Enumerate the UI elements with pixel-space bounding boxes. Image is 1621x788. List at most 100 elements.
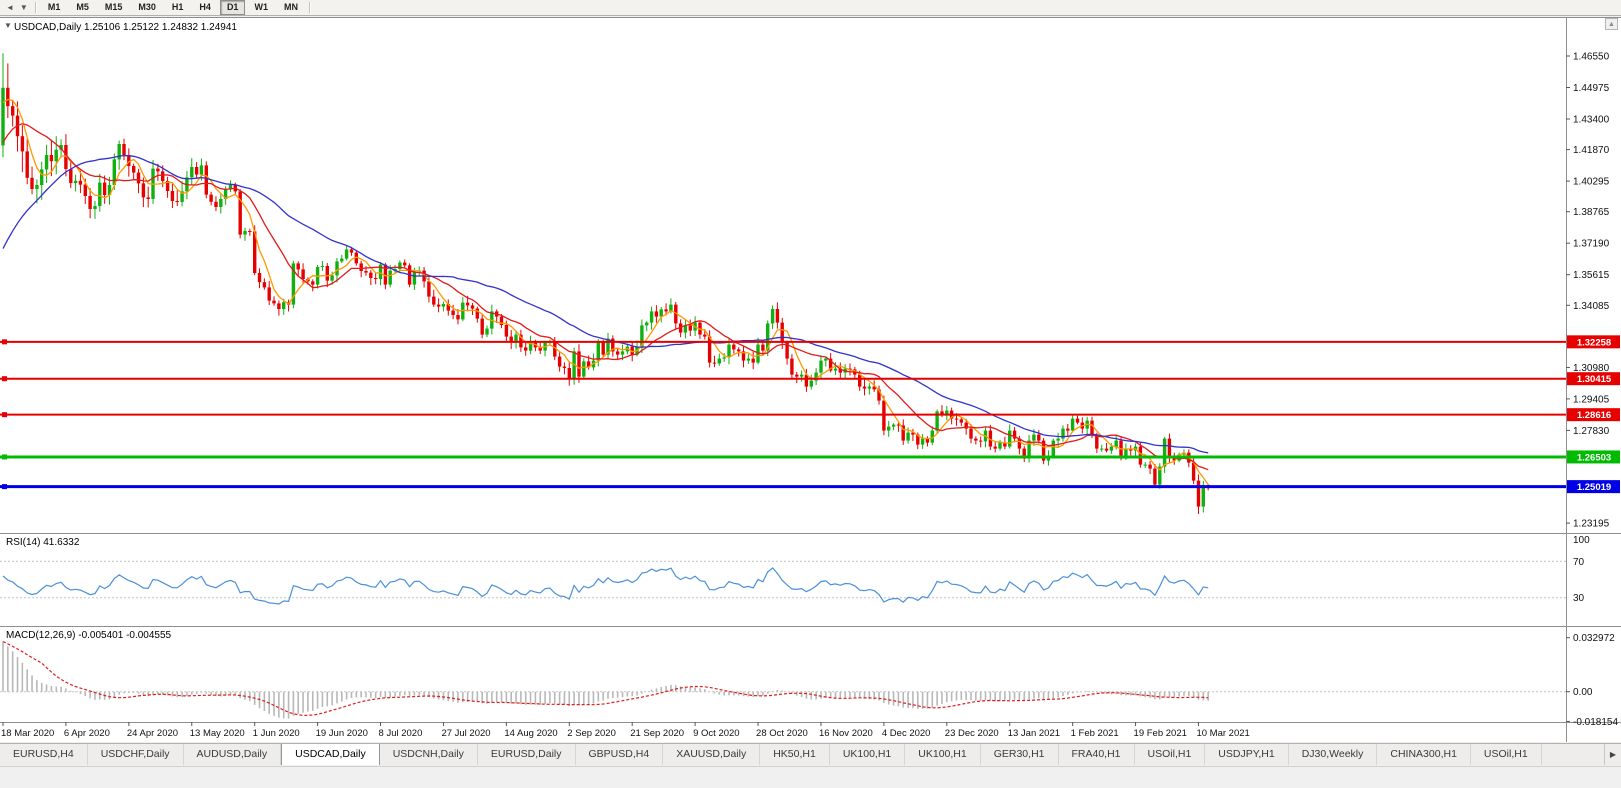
chart-tab-china300-h1[interactable]: CHINA300,H1: [1377, 744, 1471, 765]
svg-text:1.30415: 1.30415: [1577, 374, 1612, 385]
svg-text:1.27830: 1.27830: [1573, 426, 1610, 437]
timeframe-w1-button[interactable]: W1: [254, 2, 268, 12]
chart-tab-usoil-h1[interactable]: USOil,H1: [1135, 744, 1206, 765]
line-handle: [2, 412, 7, 418]
svg-text:21 Sep 2020: 21 Sep 2020: [630, 728, 684, 739]
chart-canvas[interactable]: 1.46550 1.44975 1.43400 1.41870 1.40295 1.387…: [0, 0, 1621, 743]
svg-text:0.00: 0.00: [1573, 687, 1593, 698]
chart-tab-usdjpy-h1[interactable]: USDJPY,H1: [1205, 744, 1289, 765]
price-badge: [1567, 335, 1620, 349]
svg-text:8 Jul 2020: 8 Jul 2020: [379, 728, 423, 739]
svg-text:1.40295: 1.40295: [1573, 177, 1610, 188]
svg-text:24 Apr 2020: 24 Apr 2020: [127, 728, 178, 739]
status-bar: [0, 766, 1621, 788]
svg-text:1.28616: 1.28616: [1577, 410, 1611, 421]
chart-ohlc-quote: 1.25106 1.25122 1.24832 1.24941: [84, 22, 237, 33]
chart-tab-gbpusd-h4[interactable]: GBPUSD,H4: [576, 744, 664, 765]
svg-text:23 Dec 2020: 23 Dec 2020: [945, 728, 999, 739]
rsi-indicator-label: RSI(14) 41.6332: [6, 537, 79, 548]
chart-tab-usdcnh-daily[interactable]: USDCNH,Daily: [380, 744, 478, 765]
horizontal-lines[interactable]: 1.32258 1.30415 1.28616 1.26503 1.25019: [0, 335, 1620, 494]
timeframe-m30-button[interactable]: M30: [138, 2, 156, 12]
timeframe-m1-button[interactable]: M1: [47, 2, 61, 12]
chart-symbol-label: USDCAD,Daily: [14, 22, 82, 33]
svg-text:1.34085: 1.34085: [1573, 301, 1610, 312]
chart-tab-eurusd-daily[interactable]: EURUSD,Daily: [478, 744, 576, 765]
svg-text:1.46550: 1.46550: [1573, 52, 1610, 63]
line-handle: [2, 454, 7, 460]
svg-text:1.44975: 1.44975: [1573, 83, 1610, 94]
scroll-up-button[interactable]: ▲: [1605, 18, 1618, 30]
svg-text:19 Jun 2020: 19 Jun 2020: [316, 728, 368, 739]
svg-text:1.32258: 1.32258: [1577, 337, 1611, 348]
tab-scroll-right-button[interactable]: ▶: [1604, 744, 1621, 765]
timeframe-toolbar: ◄ ▼ M1 M5 M15 M30 H1 H4 D1 W1 MN: [0, 0, 1621, 16]
toolbar-back-icon[interactable]: ◄: [6, 2, 14, 12]
svg-text:18 Mar 2020: 18 Mar 2020: [1, 728, 54, 739]
chart-tab-dj30-weekly[interactable]: DJ30,Weekly: [1289, 744, 1378, 765]
svg-text:1.29405: 1.29405: [1573, 394, 1610, 405]
svg-text:1.41870: 1.41870: [1573, 145, 1610, 156]
chart-tab-audusd-daily[interactable]: AUDUSD,Daily: [184, 744, 282, 765]
chart-tab-fra40-h1[interactable]: FRA40,H1: [1059, 744, 1135, 765]
svg-text:6 Apr 2020: 6 Apr 2020: [64, 728, 110, 739]
timeframe-d1-button[interactable]: D1: [219, 0, 246, 15]
timeframe-h1-button[interactable]: H1: [171, 2, 184, 12]
svg-text:30: 30: [1573, 593, 1585, 604]
chart-tab-usdcad-daily[interactable]: USDCAD,Daily: [281, 744, 380, 765]
chart-tab-usoil-h1[interactable]: USOil,H1: [1471, 744, 1542, 765]
chart-tab-bar: EURUSD,H4 USDCHF,Daily AUDUSD,Daily USDCAD,…: [0, 743, 1621, 765]
svg-text:16 Nov 2020: 16 Nov 2020: [819, 728, 873, 739]
rsi-line: [2, 567, 1209, 605]
chart-tab-xauusd-daily[interactable]: XAUUSD,Daily: [663, 744, 761, 765]
macd-signal-line: [2, 640, 1209, 717]
svg-text:100: 100: [1573, 535, 1590, 546]
svg-text:1.35615: 1.35615: [1573, 270, 1610, 281]
macd-indicator-label: MACD(12,26,9) -0.005401 -0.004555: [6, 630, 171, 641]
svg-text:28 Oct 2020: 28 Oct 2020: [756, 728, 808, 739]
svg-text:70: 70: [1573, 557, 1585, 568]
macd-name: MACD(12,26,9): [6, 630, 76, 641]
timeframe-mn-button[interactable]: MN: [283, 2, 298, 12]
svg-text:1.23195: 1.23195: [1573, 519, 1610, 530]
svg-text:1 Feb 2021: 1 Feb 2021: [1071, 728, 1119, 739]
price-badge: [1567, 372, 1620, 386]
svg-text:1.43400: 1.43400: [1573, 115, 1610, 126]
timeframe-buttons: M1 M5 M15 M30 H1 H4 D1 W1 MN: [41, 0, 305, 15]
chart-tab-ger30-h1[interactable]: GER30,H1: [981, 744, 1059, 765]
chart-title: USDCAD,Daily 1.25106 1.25122 1.24832 1.2…: [14, 22, 237, 33]
rsi-name: RSI(14): [6, 537, 41, 548]
svg-text:19 Feb 2021: 19 Feb 2021: [1134, 728, 1187, 739]
ma-slow-line: [2, 154, 1209, 454]
svg-text:14 Aug 2020: 14 Aug 2020: [504, 728, 557, 739]
svg-text:1 Jun 2020: 1 Jun 2020: [253, 728, 300, 739]
svg-text:-0.018154: -0.018154: [1573, 717, 1618, 728]
ma-mid-line: [2, 123, 1209, 471]
timeframe-m5-button[interactable]: M5: [76, 2, 89, 12]
svg-text:1.26503: 1.26503: [1577, 452, 1611, 463]
line-handle: [2, 484, 7, 490]
one-click-trading-toggle-icon[interactable]: ▼: [4, 21, 12, 30]
svg-text:27 Jul 2020: 27 Jul 2020: [441, 728, 490, 739]
chart-tab-hk50-h1[interactable]: HK50,H1: [760, 744, 830, 765]
svg-text:1.30980: 1.30980: [1573, 363, 1610, 374]
rsi-value: 41.6332: [43, 537, 80, 548]
chart-tab-uk100-h1[interactable]: UK100,H1: [830, 744, 906, 765]
toolbar-dropdown-icon[interactable]: ▼: [19, 2, 28, 12]
price-badge: [1567, 408, 1620, 422]
macd-values: -0.005401 -0.004555: [78, 630, 172, 641]
timeframe-h4-button[interactable]: H4: [199, 2, 211, 12]
price-axis[interactable]: 1.46550 1.44975 1.43400 1.41870 1.40295 1.387…: [1566, 52, 1610, 530]
rsi-panel: 100 70 30: [0, 535, 1590, 605]
chart-tab-usdchf-daily[interactable]: USDCHF,Daily: [88, 744, 184, 765]
price-badge: [1567, 450, 1620, 464]
ma-fast-line: [2, 98, 1209, 485]
toolbar-separator-2: [308, 2, 311, 13]
svg-text:1.38765: 1.38765: [1573, 207, 1610, 218]
chart-tab-eurusd-h4[interactable]: EURUSD,H4: [0, 744, 88, 765]
svg-text:9 Oct 2020: 9 Oct 2020: [693, 728, 739, 739]
chart-tab-uk100-h1[interactable]: UK100,H1: [905, 744, 981, 765]
date-axis[interactable]: 18 Mar 2020 6 Apr 2020 24 Apr 2020 13 May 2…: [1, 722, 1250, 739]
timeframe-m15-button[interactable]: M15: [104, 2, 123, 12]
line-handle: [2, 376, 7, 382]
